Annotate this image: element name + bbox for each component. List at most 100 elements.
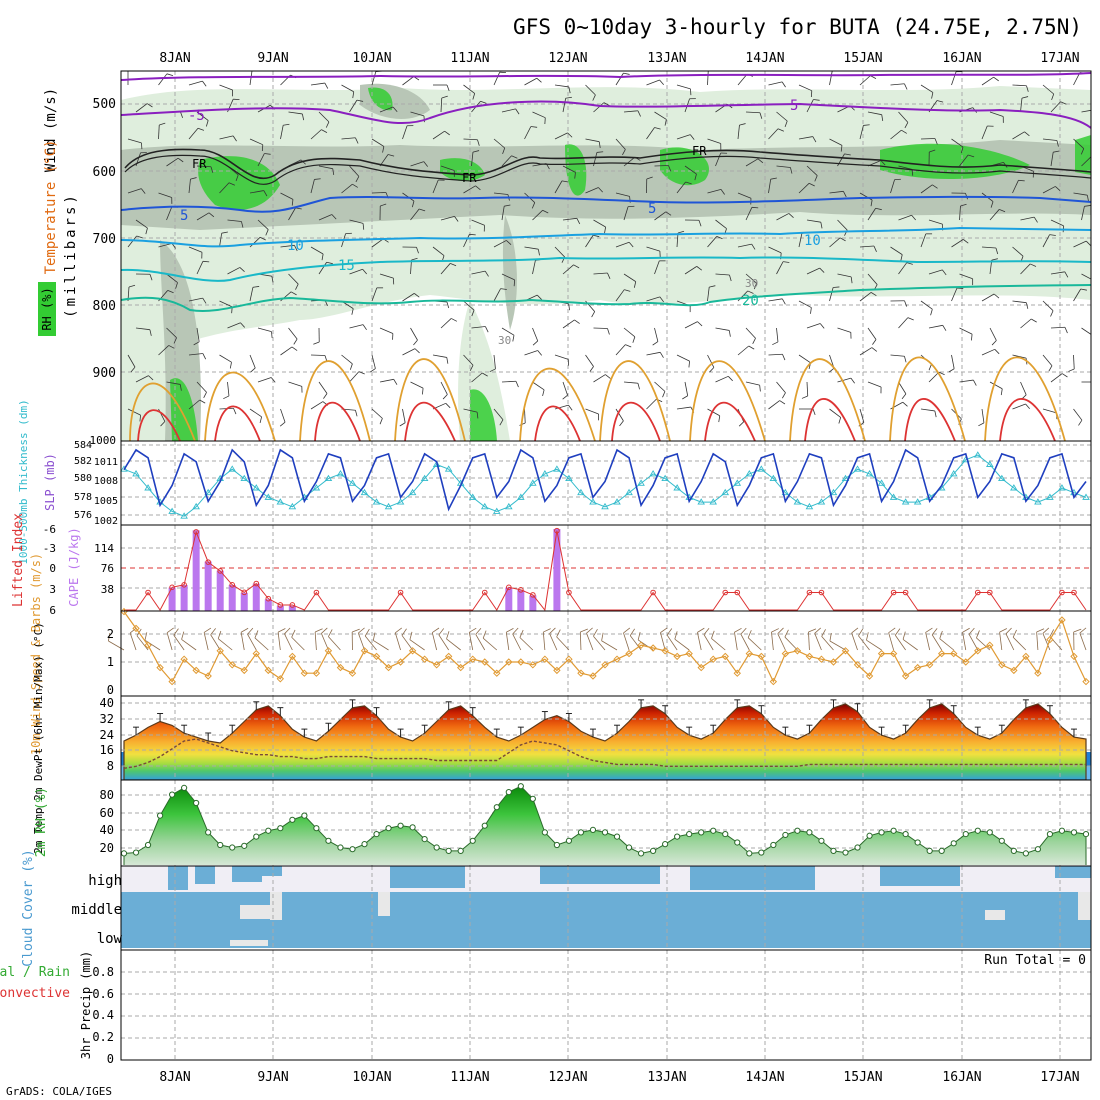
wind-barb-feather xyxy=(379,418,383,425)
wind-barb-feather xyxy=(601,632,604,641)
wind-barb xyxy=(859,292,872,302)
wind-barb xyxy=(920,408,935,412)
wind-barb-feather xyxy=(688,361,690,368)
wind-barb-feather xyxy=(782,392,786,399)
wind-barb-feather xyxy=(264,153,271,155)
rh-point xyxy=(337,844,344,851)
wind-barb xyxy=(181,639,197,651)
cloud-clear-patches xyxy=(230,892,1091,946)
wind-barb-feather xyxy=(159,122,166,126)
wind-barb xyxy=(798,182,810,194)
run-total: Run Total = 0 xyxy=(984,953,1086,968)
wind-barb-feather xyxy=(662,391,666,398)
wind-barb xyxy=(394,632,401,651)
wind-barb xyxy=(707,287,710,302)
lifted-index-point xyxy=(518,587,524,593)
rh-point xyxy=(156,812,164,819)
wind-barb xyxy=(585,354,594,367)
wind-barb xyxy=(747,637,762,651)
thickness-point xyxy=(1058,484,1066,491)
rh-point xyxy=(950,840,957,847)
rh-point xyxy=(277,825,284,832)
rh-green-area xyxy=(198,156,280,210)
wind-barb xyxy=(219,354,232,363)
wind-barb-feather xyxy=(574,172,576,179)
rh-point xyxy=(866,832,873,839)
wind-barb xyxy=(1050,326,1066,329)
wind-barb xyxy=(1081,273,1091,280)
wind-barb xyxy=(542,632,546,651)
temperature-area xyxy=(123,703,1087,780)
wind-barb xyxy=(196,212,210,221)
wind-barb xyxy=(920,300,933,310)
thickness-series xyxy=(123,454,1087,517)
rh-grey-area xyxy=(121,140,1091,230)
wind-barb-feather xyxy=(942,269,947,276)
wind-speed-point xyxy=(144,641,152,649)
rh-point xyxy=(217,841,224,849)
thickness-point xyxy=(697,498,705,505)
wind-barb-feather xyxy=(413,339,418,346)
lifted-index-point xyxy=(289,602,296,608)
wind-barb xyxy=(585,235,594,248)
cloud-gap xyxy=(230,940,268,946)
wind-barb xyxy=(341,183,353,194)
rh-point xyxy=(662,841,669,848)
wind-barb xyxy=(341,354,353,365)
wind-barb-feather xyxy=(515,381,519,388)
rh-point xyxy=(445,847,452,854)
wind-barb xyxy=(524,246,539,250)
wind-barb-feather xyxy=(850,377,855,384)
thickness-point xyxy=(468,493,477,500)
wind-barb-feather xyxy=(197,127,205,131)
wind-barb xyxy=(745,207,753,221)
wind-barb xyxy=(745,111,761,114)
wind-barb-feather xyxy=(323,393,328,399)
wind-barb xyxy=(135,219,148,229)
ytick: 20 xyxy=(100,841,114,855)
rh-point xyxy=(770,841,777,849)
panel6-ylabel: 2m RH (%) xyxy=(34,787,49,857)
wind-barb xyxy=(837,273,852,278)
wind-barb-feather xyxy=(482,630,487,639)
thickness-point xyxy=(529,479,537,486)
wind-barb xyxy=(776,261,784,275)
wind-barb-feather xyxy=(202,353,207,360)
wind-speed-point xyxy=(312,669,321,677)
wind-barb xyxy=(249,236,261,248)
wind-barb xyxy=(1012,354,1027,359)
wind-barb-feather xyxy=(931,92,934,99)
thickness-point xyxy=(420,474,429,482)
isotherm-10 xyxy=(121,226,1091,248)
rh-point xyxy=(890,827,897,834)
wind-barb-feather xyxy=(202,260,210,263)
wind-barb-feather xyxy=(328,629,333,637)
wind-barb xyxy=(1050,373,1063,383)
wind-barb xyxy=(715,273,730,276)
panel8-ylabel-b: Convective xyxy=(0,986,70,1001)
wind-barb xyxy=(829,287,834,302)
wind-barb-feather xyxy=(291,629,296,638)
wind-barb-feather xyxy=(469,627,477,633)
wind-barb xyxy=(928,324,943,329)
wind-barb-feather xyxy=(828,367,835,373)
wind-barb-feather xyxy=(938,371,945,376)
wind-barb xyxy=(858,635,870,651)
wind-barb xyxy=(440,165,455,171)
wind-barb xyxy=(127,235,137,248)
wind-speed-point xyxy=(757,652,766,661)
wind-barb xyxy=(219,182,230,194)
wind-barb xyxy=(798,300,812,308)
wind-speed-point xyxy=(444,652,453,661)
wind-barb-feather xyxy=(677,230,685,234)
wind-barb-feather xyxy=(352,628,360,633)
cross-section-labels: -5 5 FR FR FR 5 5 10 10 15 20 30 30 xyxy=(180,98,821,347)
wind-barb-feather xyxy=(393,379,398,385)
wind-barb-feather xyxy=(833,286,840,288)
isotherm-30 xyxy=(999,398,1056,441)
wind-barb xyxy=(768,246,782,254)
wind-barb xyxy=(471,372,483,383)
wind-speed-point xyxy=(913,663,922,672)
wind-speed-point xyxy=(805,652,814,661)
wind-barb-feather xyxy=(202,297,207,304)
